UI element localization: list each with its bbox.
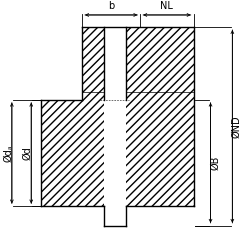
Text: ØB: ØB — [210, 156, 220, 170]
Text: Ød: Ød — [22, 146, 32, 160]
Text: b: b — [108, 0, 114, 10]
Bar — [41, 100, 82, 206]
Text: Ødₐ: Ødₐ — [3, 144, 13, 162]
Bar — [126, 100, 194, 206]
Bar — [82, 100, 104, 206]
Text: NL: NL — [160, 0, 173, 10]
Text: ØND: ØND — [232, 115, 242, 138]
Bar — [82, 27, 104, 100]
Bar — [126, 27, 194, 100]
